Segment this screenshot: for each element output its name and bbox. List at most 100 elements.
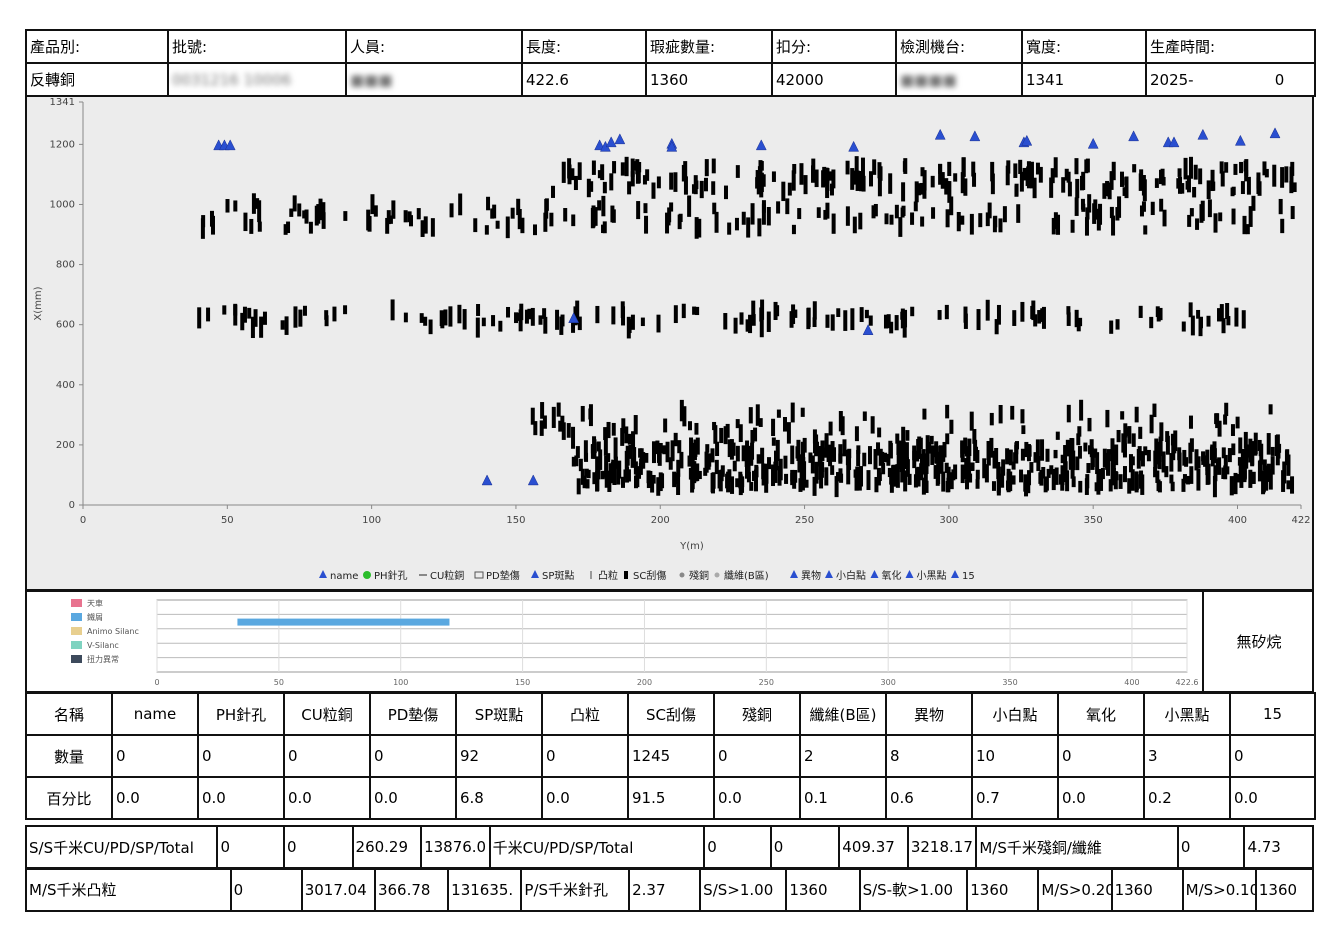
- sc-defect-mark: [1105, 180, 1110, 197]
- sc-defect-mark: [257, 221, 262, 232]
- sc-defect-mark: [240, 312, 245, 331]
- stats-header-cell: 異物: [885, 692, 973, 736]
- summary-cell: 3218.17: [906, 825, 978, 869]
- stats-percent-cell: 0.0: [541, 776, 629, 820]
- sc-defect-mark: [812, 476, 817, 496]
- sc-defect-mark: [473, 218, 478, 233]
- sc-defect-mark: [1120, 411, 1125, 420]
- sc-defect-mark: [811, 158, 816, 175]
- sc-defect-mark: [606, 421, 611, 439]
- sc-defect-mark: [1154, 438, 1159, 454]
- sc-defect-mark: [589, 181, 594, 192]
- sc-defect-mark: [1272, 164, 1277, 187]
- sc-defect-mark: [646, 470, 651, 484]
- sc-defect-mark: [938, 163, 943, 175]
- sc-defect-mark: [641, 452, 646, 469]
- sc-defect-mark: [1005, 448, 1010, 465]
- sc-defect-mark: [1079, 399, 1084, 421]
- sc-defect-mark: [1114, 444, 1119, 466]
- sc-defect-mark: [1218, 212, 1223, 222]
- sc-defect-mark: [318, 198, 323, 221]
- sc-defect-mark: [888, 443, 893, 459]
- sc-defect-mark: [280, 320, 285, 330]
- sc-defect-mark: [1229, 476, 1234, 496]
- sc-defect-mark: [1170, 433, 1175, 446]
- sc-defect-mark: [403, 312, 408, 323]
- sc-defect-mark: [1064, 168, 1069, 181]
- sc-defect-mark: [931, 207, 936, 219]
- sc-defect-mark: [1210, 444, 1215, 460]
- sc-defect-mark: [1109, 320, 1114, 334]
- sc-defect-mark: [1013, 163, 1018, 178]
- sc-defect-mark: [914, 181, 919, 203]
- y-tick-label: 0: [69, 500, 75, 511]
- sc-defect-mark: [617, 460, 622, 479]
- sc-defect-mark: [636, 201, 641, 220]
- sc-defect-mark: [613, 437, 618, 459]
- header-value-defect-count: 1360: [645, 62, 773, 97]
- sc-defect-mark: [984, 464, 989, 483]
- summary-cell: 0: [216, 825, 285, 869]
- sp-defect-mark: [1197, 128, 1209, 140]
- summary-cell: M/S>0.20: [1037, 869, 1113, 912]
- sc-defect-mark: [930, 446, 935, 463]
- sc-defect-mark: [718, 480, 723, 492]
- sc-defect-mark: [976, 309, 981, 331]
- sc-defect-mark: [1127, 426, 1132, 444]
- sc-defect-mark: [750, 442, 755, 460]
- sc-defect-mark: [601, 195, 606, 217]
- sc-defect-mark: [902, 161, 907, 172]
- sc-defect-mark: [1109, 206, 1114, 219]
- sc-defect-mark: [631, 431, 636, 449]
- sc-defect-mark: [1157, 481, 1162, 493]
- sc-defect-mark: [1038, 166, 1043, 183]
- timeline-tick-label: 150: [515, 678, 530, 687]
- sc-defect-mark: [563, 208, 568, 222]
- sc-defect-mark: [1248, 452, 1253, 463]
- sc-defect-mark: [703, 177, 708, 192]
- sp-defect-mark: [614, 133, 626, 145]
- sc-defect-mark: [922, 408, 927, 420]
- sc-defect-mark: [476, 304, 481, 316]
- sc-defect-mark: [623, 469, 628, 479]
- header-label-production-time: 生產時間:: [1145, 29, 1316, 64]
- sc-defect-mark: [750, 430, 755, 444]
- sc-defect-mark: [408, 215, 413, 227]
- sc-defect-mark: [937, 310, 942, 320]
- sc-defect-mark: [687, 195, 692, 217]
- sc-defect-mark: [1086, 463, 1091, 474]
- sc-defect-mark: [862, 411, 867, 421]
- sc-defect-mark: [1066, 312, 1071, 326]
- sc-defect-mark: [1240, 451, 1245, 473]
- sc-defect-mark: [889, 471, 894, 485]
- sc-defect-mark: [1235, 416, 1240, 429]
- legend-swatch: [825, 570, 833, 578]
- sc-defect-mark: [921, 477, 926, 495]
- sc-defect-mark: [771, 171, 776, 182]
- sc-defect-mark: [1290, 206, 1295, 220]
- sc-defect-mark: [874, 476, 879, 493]
- sc-defect-mark: [419, 313, 424, 323]
- timeline-tick-label: 250: [759, 678, 774, 687]
- timeline-legend-label: 鐵屑: [87, 612, 103, 622]
- sc-defect-mark: [667, 207, 672, 223]
- legend-entry: 15: [951, 570, 975, 582]
- sc-defect-mark: [289, 208, 294, 217]
- sc-defect-mark: [945, 404, 950, 419]
- header-value-batch: 0031216 10006: [167, 62, 347, 97]
- sc-defect-mark: [1257, 181, 1262, 196]
- sc-defect-mark: [764, 463, 769, 484]
- sc-defect-mark: [1268, 469, 1273, 490]
- sc-defect-mark: [856, 445, 861, 454]
- header-table: 產品別: 批號: 人員: 長度: 瑕疵數量: 扣分: 檢測機台: 寬度: 生產時…: [25, 29, 1316, 97]
- sc-defect-mark: [1154, 178, 1159, 188]
- sc-defect-mark: [543, 316, 548, 334]
- sc-defect-mark: [1110, 462, 1115, 480]
- sc-defect-mark: [1036, 456, 1041, 472]
- legend-label: 小黑點: [917, 569, 947, 582]
- sc-defect-mark: [1156, 308, 1161, 322]
- sc-defect-mark: [518, 309, 523, 332]
- sc-defect-mark: [1160, 168, 1165, 181]
- sc-defect-mark: [1090, 448, 1095, 470]
- sc-defect-mark: [896, 454, 901, 470]
